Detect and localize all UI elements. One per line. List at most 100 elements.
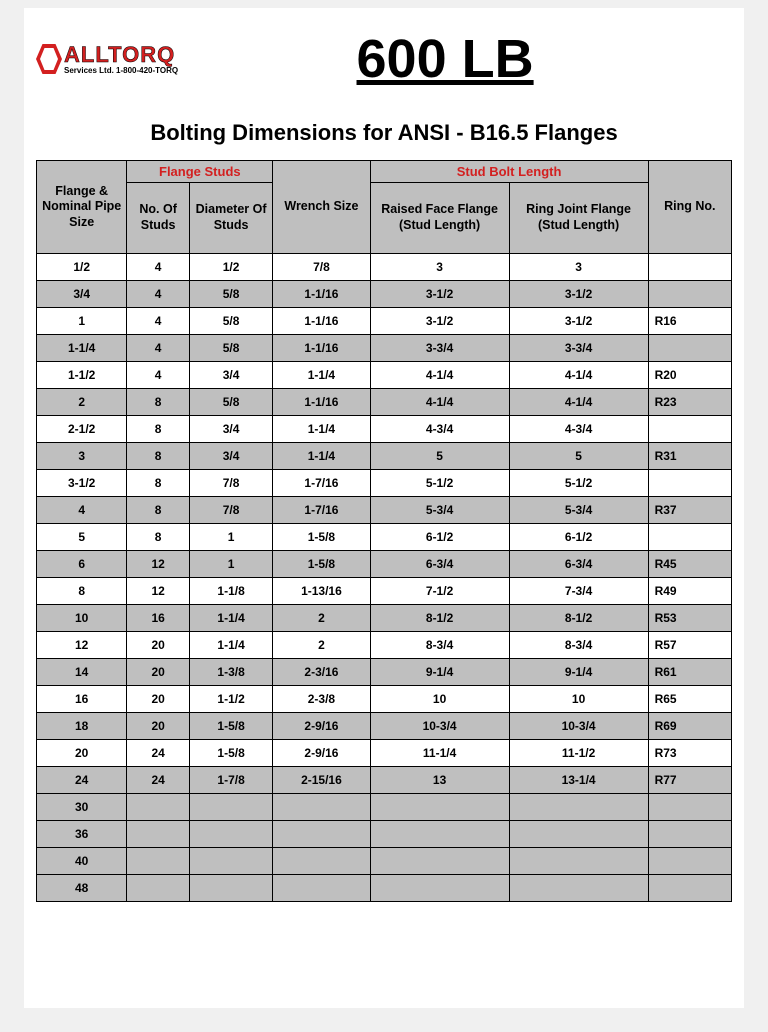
table-cell: 3-1/2	[370, 281, 509, 308]
table-cell: 3	[509, 254, 648, 281]
table-row: 36	[37, 821, 732, 848]
table-cell: 8-3/4	[509, 632, 648, 659]
table-cell: 3/4	[189, 362, 272, 389]
table-cell: 3/4	[37, 281, 127, 308]
table-cell: 2	[273, 632, 370, 659]
table-cell: R61	[648, 659, 731, 686]
table-cell: 1-7/16	[273, 470, 370, 497]
table-row: 10161-1/428-1/28-1/2R53	[37, 605, 732, 632]
table-cell: 4	[127, 308, 190, 335]
table-cell: 7/8	[189, 497, 272, 524]
table-cell: 1-1/16	[273, 308, 370, 335]
table-cell: 8	[127, 416, 190, 443]
table-row: 40	[37, 848, 732, 875]
table-cell: R37	[648, 497, 731, 524]
table-cell	[370, 821, 509, 848]
table-cell	[127, 875, 190, 902]
table-cell	[189, 794, 272, 821]
table-cell	[273, 875, 370, 902]
table-cell: 16	[127, 605, 190, 632]
table-cell: 1-1/16	[273, 281, 370, 308]
table-cell: 5	[37, 524, 127, 551]
table-cell	[273, 821, 370, 848]
table-cell: 8	[127, 389, 190, 416]
table-cell: 4-1/4	[370, 389, 509, 416]
table-cell: 1-1/2	[37, 362, 127, 389]
table-cell: 7-1/2	[370, 578, 509, 605]
table-cell: 8-1/2	[370, 605, 509, 632]
table-cell: 6-3/4	[370, 551, 509, 578]
col-label: Ring Joint Flange (Stud Length)	[526, 202, 631, 232]
table-cell	[127, 821, 190, 848]
table-cell: 7/8	[189, 470, 272, 497]
table-cell: 1-1/4	[189, 605, 272, 632]
table-body: 1/241/27/8333/445/81-1/163-1/23-1/2145/8…	[37, 254, 732, 902]
table-cell: 3-3/4	[370, 335, 509, 362]
table-cell: 3/4	[189, 416, 272, 443]
table-cell: 1-1/8	[189, 578, 272, 605]
table-cell: 4-3/4	[509, 416, 648, 443]
table-row: 30	[37, 794, 732, 821]
table-cell: 2-9/16	[273, 713, 370, 740]
col-label: Wrench Size	[284, 199, 358, 213]
table-row: 8121-1/81-13/167-1/27-3/4R49	[37, 578, 732, 605]
table-cell: 48	[37, 875, 127, 902]
table-cell: 13-1/4	[509, 767, 648, 794]
col-pipe-size: Flange & Nominal Pipe Size	[37, 161, 127, 254]
table-row: 18201-5/82-9/1610-3/410-3/4R69	[37, 713, 732, 740]
table-cell: 4	[37, 497, 127, 524]
table-cell	[648, 335, 731, 362]
table-cell: 2	[37, 389, 127, 416]
table-cell: 5/8	[189, 281, 272, 308]
hex-icon	[36, 44, 62, 74]
table-cell: 8-3/4	[370, 632, 509, 659]
page-subtitle: Bolting Dimensions for ANSI - B16.5 Flan…	[36, 120, 732, 146]
table-cell: 1/2	[37, 254, 127, 281]
company-logo: ALLTORQ Services Ltd. 1-800-420-TORQ	[36, 44, 178, 75]
table-cell: 30	[37, 794, 127, 821]
table-cell: 6-1/2	[370, 524, 509, 551]
table-cell: 4-1/4	[509, 362, 648, 389]
table-cell: 2-1/2	[37, 416, 127, 443]
table-cell: 3	[370, 254, 509, 281]
table-cell	[509, 875, 648, 902]
table-cell: R77	[648, 767, 731, 794]
table-cell: 5-3/4	[509, 497, 648, 524]
table-cell	[648, 794, 731, 821]
table-row: 48	[37, 875, 732, 902]
table-cell: 5/8	[189, 389, 272, 416]
table-row: 16201-1/22-3/81010R65	[37, 686, 732, 713]
table-cell: 2-9/16	[273, 740, 370, 767]
table-cell	[370, 848, 509, 875]
table-head: Flange & Nominal Pipe Size Flange Studs …	[37, 161, 732, 254]
table-cell: 1-1/4	[273, 362, 370, 389]
table-cell	[648, 416, 731, 443]
table-cell: 8-1/2	[509, 605, 648, 632]
table-cell: 2	[273, 605, 370, 632]
table-cell: 3-1/2	[37, 470, 127, 497]
table-cell	[648, 281, 731, 308]
table-cell: 1-13/16	[273, 578, 370, 605]
table-cell: 1-1/16	[273, 389, 370, 416]
table-cell	[189, 821, 272, 848]
table-cell: 4-3/4	[370, 416, 509, 443]
table-cell: 1-7/8	[189, 767, 272, 794]
table-cell: 6-3/4	[509, 551, 648, 578]
table-cell: 4-1/4	[509, 389, 648, 416]
table-cell: 1-1/4	[273, 443, 370, 470]
table-cell: 1	[189, 551, 272, 578]
table-cell: 36	[37, 821, 127, 848]
table-cell: 5/8	[189, 335, 272, 362]
table-cell: R20	[648, 362, 731, 389]
table-row: 24241-7/82-15/161313-1/4R77	[37, 767, 732, 794]
header: ALLTORQ Services Ltd. 1-800-420-TORQ 600…	[36, 28, 732, 90]
table-cell: 5/8	[189, 308, 272, 335]
table-row: 1-1/243/41-1/44-1/44-1/4R20	[37, 362, 732, 389]
table-cell: 3-1/2	[370, 308, 509, 335]
table-cell: R45	[648, 551, 731, 578]
table-cell: 13	[370, 767, 509, 794]
document-page: ALLTORQ Services Ltd. 1-800-420-TORQ 600…	[24, 8, 744, 1008]
table-cell: 3-1/2	[509, 281, 648, 308]
table-cell: 1/2	[189, 254, 272, 281]
table-cell: 9-1/4	[509, 659, 648, 686]
